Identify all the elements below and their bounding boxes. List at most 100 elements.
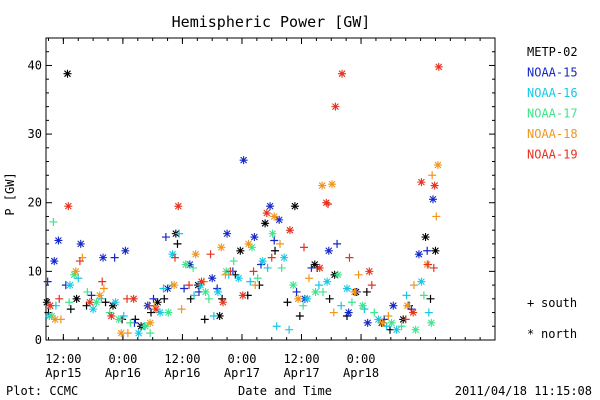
metp-02-south-point: [147, 308, 156, 317]
noaa-16-north-point-stroke: [234, 274, 243, 283]
noaa-19-south-point: [226, 267, 235, 276]
noaa-15-south-point: [270, 236, 279, 245]
noaa-17-south-point-stroke: [319, 287, 328, 296]
noaa-15-south-point: [180, 284, 189, 293]
noaa-15-south-point-stroke: [270, 236, 279, 245]
noaa-19-north-point: [64, 202, 73, 211]
noaa-15-north-point: [275, 215, 284, 224]
noaa-15-north-point: [121, 246, 130, 255]
noaa-15-north-point-stroke: [344, 308, 353, 317]
noaa-19-south-point-stroke: [185, 281, 194, 290]
noaa-19-north-point: [129, 294, 138, 303]
noaa-18-north-point: [244, 239, 253, 248]
noaa-17-south-point: [277, 263, 286, 272]
metp-02-north-point: [431, 246, 440, 255]
metp-02-north-point-stroke: [236, 246, 245, 255]
noaa-19-south-point: [345, 253, 354, 262]
noaa-19-north-point: [322, 198, 331, 207]
noaa-17-north-point: [47, 311, 56, 320]
metp-02-south-point: [131, 315, 140, 324]
noaa-16-south-point-stroke: [190, 291, 199, 300]
noaa-15-south-point: [423, 246, 432, 255]
noaa-17-north-point-stroke: [201, 287, 210, 296]
metp-02-south-point-stroke: [325, 294, 334, 303]
noaa-15-north-point-stroke: [363, 318, 372, 327]
noaa-18-south-point: [384, 311, 393, 320]
noaa-18-north-point-stroke: [270, 212, 279, 221]
plot-frame: [45, 37, 496, 341]
noaa-16-north-point: [323, 277, 332, 286]
noaa-19-south-point-stroke: [206, 250, 215, 259]
metp-02-north-point-stroke: [431, 246, 440, 255]
noaa-15-north-point: [239, 156, 248, 165]
noaa-19-north-point-stroke: [174, 202, 183, 211]
noaa-19-north-point: [417, 178, 426, 187]
noaa-15-north-point: [185, 260, 194, 269]
noaa-16-south-point-stroke: [175, 229, 184, 238]
noaa-19-north-point-stroke: [46, 301, 55, 310]
noaa-15-south-point: [307, 263, 316, 272]
noaa-15-south-point-stroke: [43, 277, 52, 286]
noaa-16-south-point-stroke: [74, 274, 83, 283]
noaa-15-south-point: [110, 253, 119, 262]
noaa-15-north-point: [344, 308, 353, 317]
noaa-16-south-point-stroke: [246, 277, 255, 286]
noaa-17-south-point-stroke: [419, 291, 428, 300]
metp-02-north-point: [153, 298, 162, 307]
noaa-16-north-point-stroke: [89, 305, 98, 314]
metp-02-north-point: [261, 219, 270, 228]
noaa-19-south-point-stroke: [98, 277, 107, 286]
noaa-17-north-point: [181, 260, 190, 269]
noaa-19-north-point-stroke: [129, 294, 138, 303]
noaa-18-north-point-stroke: [217, 243, 226, 252]
noaa-18-south-point: [251, 281, 260, 290]
metp-02-north-point: [290, 202, 299, 211]
noaa-16-north-point-stroke: [196, 281, 205, 290]
noaa-15-south-point-stroke: [407, 305, 416, 314]
noaa-19-north-point-stroke: [151, 305, 160, 314]
legend-entry-noaa-19: NOAA-19: [527, 148, 578, 162]
noaa-19-north-point: [338, 69, 347, 78]
noaa-19-north-point: [434, 62, 443, 71]
noaa-15-north-point-stroke: [185, 260, 194, 269]
noaa-19-north-point-stroke: [285, 226, 294, 235]
noaa-16-north-point-stroke: [168, 250, 177, 259]
noaa-16-south-point: [285, 325, 294, 334]
noaa-19-north-point-stroke: [338, 69, 347, 78]
noaa-15-north-point-stroke: [54, 236, 63, 245]
metp-02-south-point-stroke: [271, 246, 280, 255]
noaa-19-south-point-stroke: [249, 267, 258, 276]
noaa-17-north-point-stroke: [268, 229, 277, 238]
noaa-18-north-point-stroke: [403, 301, 412, 310]
noaa-19-south-point-stroke: [429, 263, 438, 272]
metp-02-south-point: [295, 311, 304, 320]
noaa-19-south-point: [206, 250, 215, 259]
noaa-17-north-point: [92, 298, 101, 307]
legend-entry-noaa-15: NOAA-15: [527, 66, 578, 80]
noaa-18-north-point: [170, 281, 179, 290]
noaa-19-north-point-stroke: [417, 178, 426, 187]
noaa-18-south-point-stroke: [329, 308, 338, 317]
noaa-15-north-point-stroke: [239, 156, 248, 165]
metp-02-south-point: [160, 294, 169, 303]
noaa-15-north-point: [76, 239, 85, 248]
symbol-legend-north-marker: *: [527, 327, 534, 341]
noaa-17-north-point-stroke: [333, 270, 342, 279]
noaa-16-north-point: [374, 315, 383, 324]
noaa-16-south-point: [175, 229, 184, 238]
noaa-17-south-point-stroke: [204, 294, 213, 303]
noaa-16-south-point: [209, 311, 218, 320]
noaa-18-north-point: [117, 329, 126, 338]
noaa-19-north-point: [262, 209, 271, 218]
noaa-15-south-point: [43, 277, 52, 286]
noaa-19-south-point: [75, 257, 84, 266]
noaa-17-north-point: [114, 315, 123, 324]
metp-02-south-point: [342, 311, 351, 320]
noaa-17-south-point-stroke: [347, 298, 356, 307]
noaa-17-north-point-stroke: [141, 322, 150, 331]
metp-02-south-point: [325, 294, 334, 303]
noaa-15-south-point: [149, 294, 158, 303]
metp-02-north-point: [236, 246, 245, 255]
noaa-18-south-point: [428, 171, 437, 180]
noaa-18-south-point: [329, 308, 338, 317]
